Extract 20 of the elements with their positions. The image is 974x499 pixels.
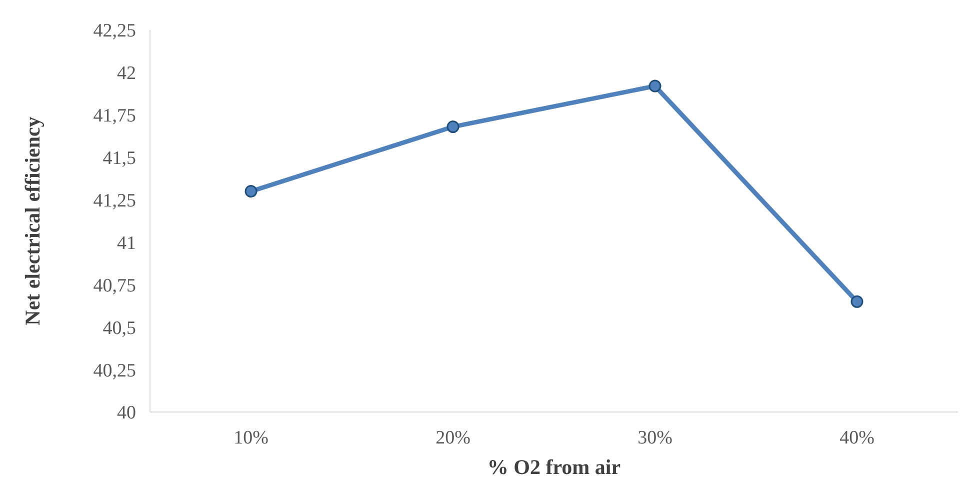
- point: [446, 120, 460, 134]
- y-tick-label: 40: [117, 402, 136, 424]
- point: [850, 295, 864, 308]
- y-tick-label: 41: [117, 232, 136, 254]
- y-tick-label: 40,25: [93, 360, 136, 382]
- point: [648, 80, 662, 92]
- x-tick-label: 10%: [234, 427, 269, 448]
- x-tick-label: 30%: [638, 427, 673, 448]
- x-tick-label: 20%: [436, 427, 471, 448]
- point: [244, 185, 258, 198]
- y-axis-title: Net electrical efficiency: [20, 116, 44, 326]
- y-tick-label: 41,75: [93, 106, 136, 127]
- x-tick-label: 40%: [840, 427, 875, 448]
- y-tick-label: 42: [117, 63, 136, 84]
- x-axis-title: % O2 from air: [487, 455, 621, 479]
- y-tick-label: 40,5: [102, 318, 136, 339]
- y-tick-label: 41,25: [93, 190, 136, 212]
- y-tick-label: 42,25: [93, 20, 136, 42]
- y-tick-label: 40,75: [93, 275, 136, 296]
- y-tick-label: 41,5: [102, 148, 136, 170]
